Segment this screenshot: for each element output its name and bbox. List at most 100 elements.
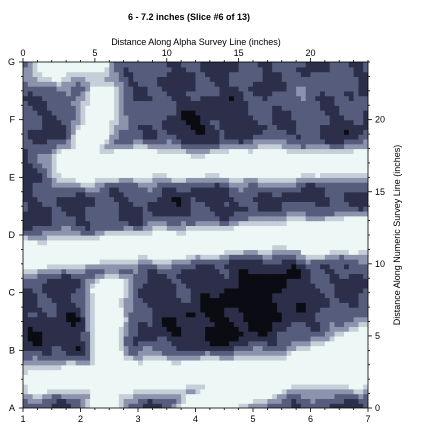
heatmap-cell [358, 90, 364, 97]
heatmap-cell [123, 383, 130, 390]
heatmap-cell [348, 292, 355, 299]
heatmap-cell [94, 355, 101, 361]
heatmap-cell [305, 110, 312, 116]
heatmap-cell [344, 316, 350, 323]
heatmap-cell [118, 148, 125, 154]
heatmap-cell [75, 259, 82, 265]
heatmap-cell [195, 398, 201, 404]
heatmap-cell [138, 105, 144, 111]
heatmap-cell [276, 321, 283, 327]
heatmap-cell [358, 278, 364, 284]
heatmap-cell [157, 340, 163, 347]
heatmap-cell [51, 297, 58, 303]
heatmap-cell [181, 311, 187, 318]
heatmap-cell [276, 153, 283, 159]
heatmap-cell [114, 311, 120, 318]
heatmap-cell [353, 95, 360, 102]
heatmap-cell [344, 364, 350, 371]
heatmap-cell [46, 86, 53, 92]
heatmap-cell [181, 114, 187, 121]
heatmap-cell [171, 254, 177, 260]
heatmap-cell [138, 138, 144, 145]
heatmap-cell [27, 326, 34, 332]
heatmap-cell [253, 302, 259, 308]
heatmap-cell [253, 167, 259, 174]
heatmap-cell [56, 129, 62, 135]
heatmap-cell [363, 134, 368, 140]
heatmap-cell [214, 119, 221, 126]
heatmap-cell [233, 220, 240, 226]
heatmap-cell [320, 95, 326, 102]
heatmap-cell [118, 369, 125, 375]
heatmap-cell [253, 393, 259, 399]
heatmap-cell [281, 129, 288, 135]
heatmap-cell [209, 369, 216, 375]
heatmap-cell [363, 239, 368, 246]
heatmap-cell [185, 196, 192, 202]
heatmap-cell [70, 268, 77, 275]
heatmap-cell [257, 268, 264, 275]
heatmap-cell [142, 345, 149, 351]
heatmap-cell [176, 359, 182, 366]
heatmap-cell [42, 302, 48, 308]
heatmap-cell [133, 124, 139, 130]
heatmap-cell [142, 124, 149, 130]
heatmap-cell [243, 379, 249, 385]
heatmap-cell [286, 350, 292, 356]
heatmap-cell [219, 167, 225, 174]
heatmap-cell [142, 110, 149, 116]
heatmap-cell [224, 268, 230, 275]
heatmap-cell [118, 172, 125, 178]
heatmap-cell [195, 364, 201, 371]
heatmap-cell [70, 259, 77, 265]
heatmap-cell [267, 129, 273, 135]
heatmap-cell [109, 388, 115, 395]
heatmap-cell [23, 350, 29, 356]
heatmap-cell [276, 134, 283, 140]
heatmap-cell [128, 326, 134, 332]
heatmap-cell [195, 235, 201, 241]
heatmap-cell [46, 138, 53, 145]
heatmap-cell [66, 321, 72, 327]
heatmap-cell [181, 393, 187, 399]
heatmap-cell [118, 86, 125, 92]
heatmap-cell [267, 148, 273, 154]
heatmap-cell [190, 186, 197, 193]
heatmap-cell [243, 403, 249, 408]
heatmap-cell [27, 278, 34, 284]
heatmap-cell [138, 302, 144, 308]
heatmap-cell [344, 172, 350, 178]
heatmap-cell [90, 292, 96, 299]
heatmap-cell [267, 379, 273, 385]
heatmap-cell [66, 283, 72, 289]
heatmap-cell [147, 230, 153, 236]
heatmap-cell [353, 316, 360, 323]
heatmap-cell [46, 364, 53, 371]
heatmap-cell [70, 148, 77, 154]
heatmap-cell [253, 76, 259, 82]
heatmap-cell [209, 403, 216, 408]
heatmap-cell [200, 350, 206, 356]
heatmap-cell [200, 186, 206, 193]
heatmap-cell [310, 254, 316, 260]
heatmap-cell [75, 292, 82, 299]
heatmap-cell [157, 148, 163, 154]
heatmap-cell [262, 172, 268, 178]
heatmap-cell [334, 345, 340, 351]
heatmap-cell [27, 172, 34, 178]
heatmap-cell [66, 235, 72, 241]
heatmap-cell [152, 172, 158, 178]
heatmap-cell [171, 235, 177, 241]
heatmap-cell [90, 297, 96, 303]
heatmap-cell [219, 110, 225, 116]
heatmap-cell [75, 359, 82, 366]
heatmap-cell [128, 340, 134, 347]
heatmap-cell [200, 201, 206, 207]
heatmap-cell [27, 239, 34, 246]
heatmap-cell [157, 297, 163, 303]
heatmap-cell [339, 196, 345, 202]
heatmap-cell [324, 307, 331, 313]
heatmap-cell [166, 273, 173, 279]
heatmap-cell [114, 81, 120, 87]
heatmap-cell [128, 379, 134, 385]
